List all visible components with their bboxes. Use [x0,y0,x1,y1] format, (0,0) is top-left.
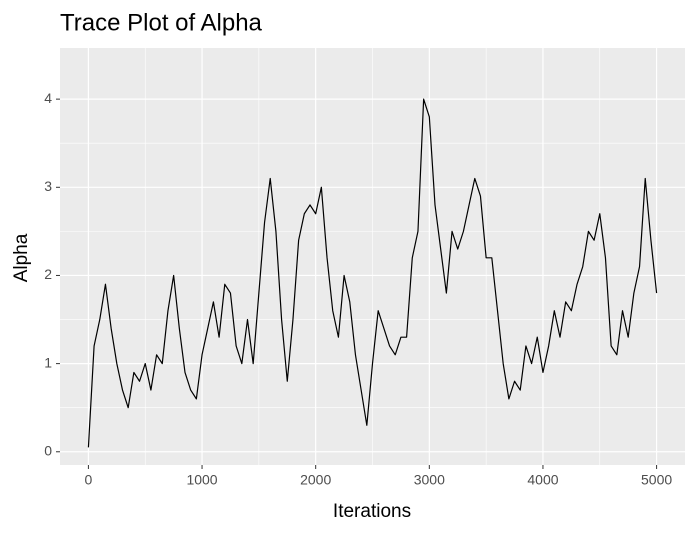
y-tick-label: 3 [44,178,52,194]
x-tick-label: 5000 [641,472,672,488]
x-tick-label: 2000 [300,472,331,488]
x-tick-label: 0 [85,472,93,488]
plot-area [87,98,658,448]
y-axis-title: Alpha [11,233,32,282]
chart-title: Trace Plot of Alpha [60,9,263,36]
x-tick-label: 1000 [186,472,217,488]
y-tick-label: 0 [44,442,52,458]
y-tick-label: 2 [44,266,52,282]
y-tick-label: 4 [44,90,52,106]
trace-line [87,98,658,448]
grid [60,48,685,465]
y-tick-label: 1 [44,354,52,370]
x-axis-title: Iterations [333,501,411,522]
x-tick-label: 4000 [527,472,558,488]
x-tick-label: 3000 [414,472,445,488]
